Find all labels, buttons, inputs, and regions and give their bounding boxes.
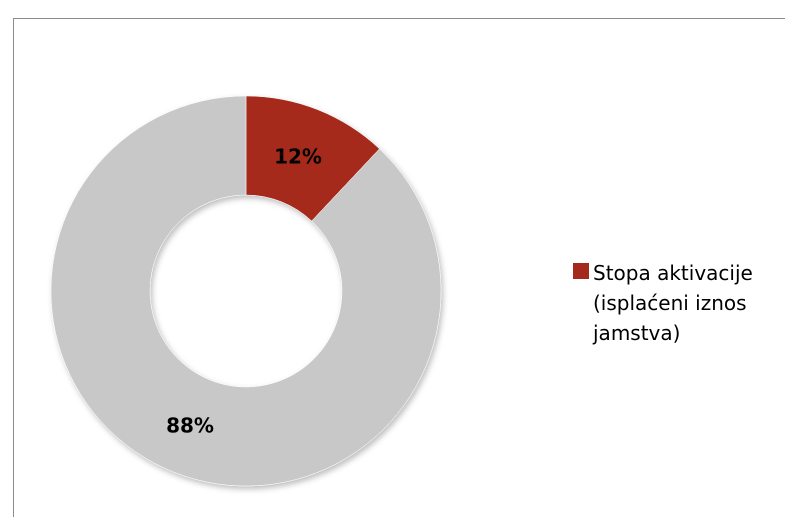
slice-label-1: 12%: [274, 145, 322, 169]
legend-label-stopa-aktivacije: Stopa aktivacije (isplaćeni iznos jamstv…: [593, 261, 753, 345]
legend-swatch-stopa-aktivacije: [573, 263, 589, 279]
donut-slice-2: [50, 95, 442, 487]
slice-label-2: 88%: [166, 414, 214, 438]
